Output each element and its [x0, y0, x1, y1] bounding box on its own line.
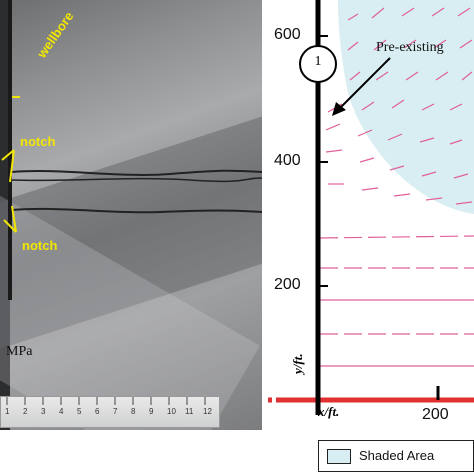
- fracture-3: [11, 207, 262, 214]
- notch-arrow-1: [1, 149, 15, 161]
- fracture-2: [11, 177, 262, 183]
- ruler-number: 6: [95, 407, 100, 416]
- ruler-number: 9: [149, 407, 154, 416]
- fracture-1: [11, 169, 262, 176]
- stress-plot: 600 400 200 200 1 Pre-existing y/ft. x/f…: [262, 0, 474, 474]
- notch-arrow-4: [11, 205, 17, 233]
- notch-label-bottom: notch: [22, 238, 58, 253]
- photo-dark-edge: [0, 0, 10, 430]
- annotation-arrow: [337, 57, 391, 111]
- x-tick-label-200: 200: [422, 406, 449, 423]
- notch-arrow-3: [3, 219, 17, 233]
- legend: Shaded Area: [318, 440, 474, 472]
- shaded-region: [338, 0, 474, 214]
- ruler-number: 12: [203, 407, 212, 416]
- specimen-photo: wellbore notch notch 1 2 3 4 5 6 7 8 9 10 11 12: [0, 0, 262, 430]
- y-tick-label-200: 200: [274, 276, 301, 293]
- notch-label-top: notch: [20, 134, 56, 149]
- field-lines-lower: [319, 235, 474, 367]
- photo-overlay: [1, 0, 262, 300]
- annotation-arrowhead: [332, 102, 346, 116]
- legend-label-shaded: Shaded Area: [359, 448, 435, 463]
- ruler-number: 4: [59, 407, 64, 416]
- preexisting-annotation: Pre-existing: [376, 40, 444, 55]
- field-lines-upper: [325, 7, 473, 205]
- ruler-ticks: [6, 397, 206, 405]
- y-tick-label-600: 600: [274, 26, 301, 43]
- ruler-number: 3: [41, 407, 46, 416]
- plot-svg: [268, 0, 474, 415]
- ruler-number: 10: [167, 407, 176, 416]
- scale-ruler: 1 2 3 4 5 6 7 8 9 10 11 12: [0, 396, 220, 428]
- ruler-number: 8: [131, 407, 136, 416]
- marker-circle-label: 1: [314, 54, 322, 69]
- marker-circle: [299, 45, 337, 83]
- x-axis-label: x/ft.: [318, 404, 340, 419]
- ruler-number: 1: [5, 407, 10, 416]
- ruler-number: 11: [185, 407, 194, 416]
- y-tick-label-400: 400: [274, 152, 301, 169]
- ruler-number: 5: [77, 407, 82, 416]
- y-axis-label: y/ft.: [290, 353, 305, 374]
- notch-arrow-2: [9, 149, 15, 183]
- ruler-number: 2: [23, 407, 28, 416]
- unit-label: MPa: [6, 344, 33, 359]
- ruler-numbers: 1 2 3 4 5 6 7 8 9 10 11 12: [1, 407, 219, 421]
- legend-swatch-shaded: [327, 449, 351, 464]
- ruler-number: 7: [113, 407, 118, 416]
